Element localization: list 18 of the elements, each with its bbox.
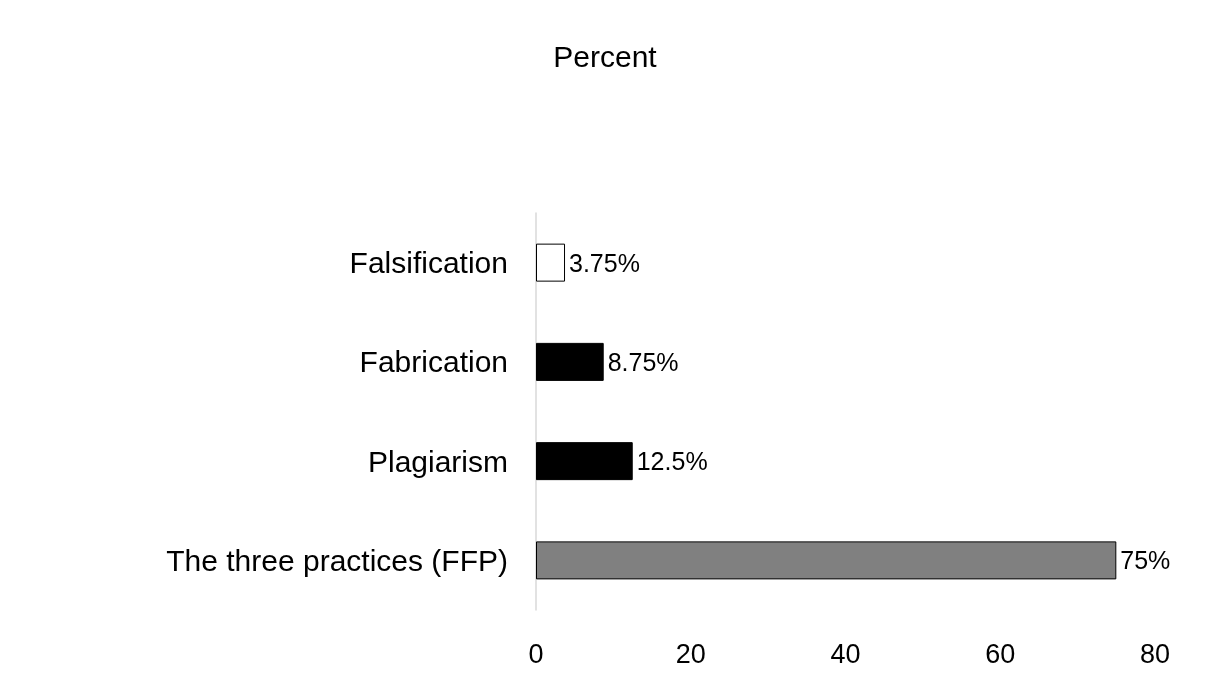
x-tick-label: 60: [985, 638, 1016, 669]
bar: [536, 442, 633, 481]
y-tick-label: Falsification: [349, 246, 508, 280]
y-tick-label: The three practices (FFP): [166, 543, 508, 577]
x-tick-label: 20: [675, 638, 706, 669]
y-tick-label: Plagiarism: [367, 444, 508, 478]
data-label: 8.75%: [607, 347, 679, 376]
x-tick-label: 0: [528, 638, 544, 669]
chart-title: Percent: [553, 39, 658, 73]
y-tick-label: Fabrication: [359, 345, 508, 379]
bar: [536, 541, 1117, 580]
data-label: 75%: [1120, 546, 1171, 575]
bar: [536, 342, 604, 381]
data-label: 3.75%: [569, 248, 640, 277]
x-tick-label: 40: [830, 638, 861, 669]
x-tick-label: 80: [1139, 638, 1171, 669]
bar: [536, 243, 566, 282]
data-label: 12.5%: [636, 447, 708, 476]
